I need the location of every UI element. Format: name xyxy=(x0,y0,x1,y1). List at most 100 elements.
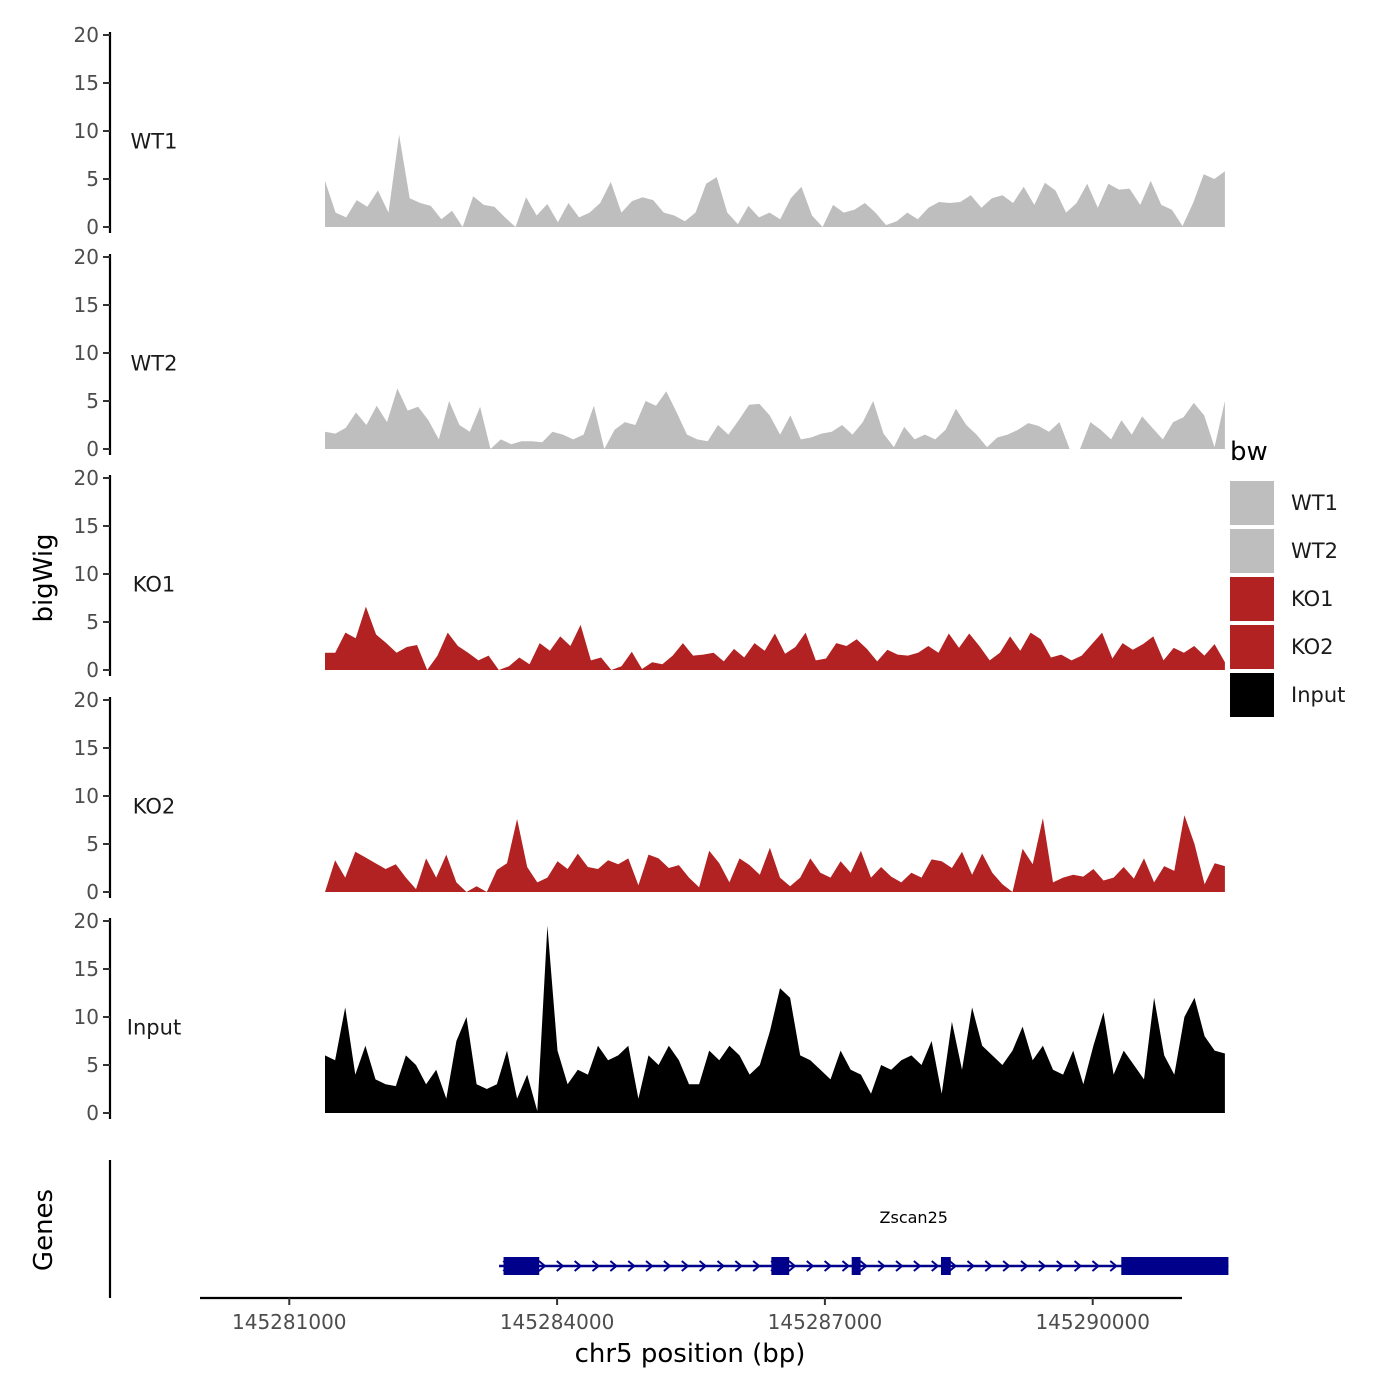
strand-chevron xyxy=(841,1260,851,1272)
legend-key-ko1 xyxy=(1230,577,1274,621)
y-tick-label: 15 xyxy=(74,957,99,981)
strand-chevron xyxy=(716,1260,726,1272)
panel-input: 0 5 10 15 20 Input xyxy=(74,909,1225,1125)
legend-title: bw xyxy=(1230,437,1268,467)
panel-wt2: 0 5 10 15 20 WT2 xyxy=(74,245,1225,461)
y-tick-label: 15 xyxy=(74,293,99,317)
strand-chevron xyxy=(806,1260,815,1272)
strand-chevron xyxy=(573,1260,583,1272)
x-tick-label: 145284000 xyxy=(500,1310,615,1334)
legend-label-wt2: WT2 xyxy=(1291,539,1338,563)
y-tick-label: 0 xyxy=(86,658,99,682)
legend: bw WT1 WT2 KO1 KO2 Input xyxy=(1230,437,1345,717)
gene-exon xyxy=(851,1257,861,1275)
y-tick-label: 5 xyxy=(86,1053,99,1077)
strand-chevron xyxy=(645,1260,654,1272)
y-tick-label: 0 xyxy=(86,437,99,461)
strand-chevron xyxy=(895,1260,904,1272)
y-tick-label: 20 xyxy=(74,466,99,490)
strand-chevron xyxy=(698,1260,708,1272)
panel-ko1: 0 5 10 15 20 KO1 xyxy=(74,466,1225,682)
strand-chevron xyxy=(1073,1260,1083,1272)
track-label-input: Input xyxy=(127,1016,181,1040)
strand-chevron xyxy=(948,1260,958,1272)
x-tick-label: 145281000 xyxy=(232,1310,347,1334)
strand-chevron xyxy=(1109,1260,1118,1272)
legend-label-wt1: WT1 xyxy=(1291,491,1338,515)
area-ko2 xyxy=(325,815,1225,892)
y-tick-label: 15 xyxy=(74,514,99,538)
y-tick-label: 10 xyxy=(74,1005,99,1029)
y-tick-label: 20 xyxy=(74,909,99,933)
strand-chevron xyxy=(1020,1260,1029,1272)
genes-track-label: Genes xyxy=(29,1189,59,1271)
track-label-ko1: KO1 xyxy=(133,573,176,597)
strand-chevron xyxy=(538,1260,547,1272)
y-tick-label: 20 xyxy=(74,23,99,47)
legend-label-ko1: KO1 xyxy=(1291,587,1334,611)
y-tick-label: 10 xyxy=(74,341,99,365)
legend-label-ko2: KO2 xyxy=(1291,635,1334,659)
strand-chevron xyxy=(823,1260,833,1272)
strand-chevron xyxy=(609,1260,618,1272)
strand-chevron xyxy=(1056,1260,1065,1272)
y-tick-label: 10 xyxy=(74,562,99,586)
strand-chevron xyxy=(1038,1260,1047,1272)
panel-wt1: 0 5 10 15 20 WT1 xyxy=(74,23,1225,239)
gene-exon xyxy=(503,1257,540,1275)
strand-chevron xyxy=(966,1260,975,1272)
strand-chevron xyxy=(1002,1260,1011,1272)
strand-chevron xyxy=(1091,1260,1100,1272)
strand-chevron xyxy=(984,1260,993,1272)
y-tick-label: 0 xyxy=(86,880,99,904)
legend-label-input: Input xyxy=(1291,683,1345,707)
area-ko1 xyxy=(325,606,1225,670)
strand-chevron xyxy=(859,1260,868,1272)
x-axis-title: chr5 position (bp) xyxy=(575,1339,806,1369)
bigwig-panels: 0 5 10 15 20 WT1 0 5 10 15 20 WT2 0 5 10 15 20 KO1 0 5 10 15 2… xyxy=(74,23,1225,1125)
strand-chevron xyxy=(556,1260,565,1272)
gene-track: Zscan25 xyxy=(108,1160,1229,1298)
x-axis: 145281000 145284000 145287000 145290000 xyxy=(200,1296,1182,1334)
strand-chevron xyxy=(734,1260,743,1272)
y-tick-label: 5 xyxy=(86,389,99,413)
y-axis-title: bigWig xyxy=(29,533,59,622)
gene-name: Zscan25 xyxy=(880,1208,948,1227)
y-tick-label: 10 xyxy=(74,784,99,808)
y-tick-label: 5 xyxy=(86,610,99,634)
track-label-wt1: WT1 xyxy=(131,130,178,154)
y-tick-label: 15 xyxy=(74,71,99,95)
strand-chevron xyxy=(591,1260,601,1272)
legend-key-wt2 xyxy=(1230,529,1274,573)
strand-chevron xyxy=(752,1260,761,1272)
x-tick-label: 145287000 xyxy=(768,1310,883,1334)
legend-key-wt1 xyxy=(1230,481,1274,525)
strand-chevron xyxy=(877,1260,886,1272)
legend-key-ko2 xyxy=(1230,625,1274,669)
x-tick-label: 145290000 xyxy=(1035,1310,1150,1334)
panel-ko2: 0 5 10 15 20 KO2 xyxy=(74,688,1225,904)
strand-chevron xyxy=(931,1260,940,1272)
y-tick-label: 15 xyxy=(74,736,99,760)
strand-chevron xyxy=(663,1260,672,1272)
strand-chevron xyxy=(788,1260,797,1272)
y-tick-label: 0 xyxy=(86,215,99,239)
legend-key-input xyxy=(1230,673,1274,717)
strand-chevron xyxy=(913,1260,922,1272)
track-label-wt2: WT2 xyxy=(131,352,178,376)
y-tick-label: 5 xyxy=(86,167,99,191)
area-wt1 xyxy=(325,134,1225,227)
track-label-ko2: KO2 xyxy=(133,795,176,819)
y-tick-label: 5 xyxy=(86,832,99,856)
y-tick-label: 20 xyxy=(74,245,99,269)
y-tick-label: 10 xyxy=(74,119,99,143)
gene-exon xyxy=(940,1257,951,1275)
strand-chevron xyxy=(627,1260,636,1272)
gene-exon xyxy=(771,1257,790,1275)
area-input xyxy=(325,925,1225,1113)
gene-exon xyxy=(1121,1257,1229,1275)
area-wt2 xyxy=(325,388,1225,449)
strand-chevron xyxy=(681,1260,690,1272)
y-tick-label: 0 xyxy=(86,1101,99,1125)
